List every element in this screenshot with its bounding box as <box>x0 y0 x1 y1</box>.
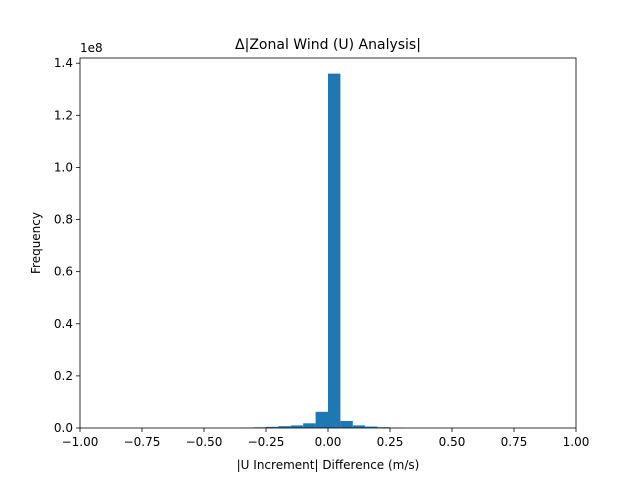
histogram-bar-3 <box>278 426 291 428</box>
x-tick-label: 0.75 <box>501 435 528 449</box>
histogram-bar-9 <box>352 425 366 428</box>
histogram-bar-5 <box>303 423 316 428</box>
x-tick-label: −0.25 <box>248 435 285 449</box>
plot-frame <box>79 57 577 429</box>
y-tick-label: 0.6 <box>54 265 73 279</box>
y-tick-label: 0.4 <box>54 317 73 331</box>
y-tick-label: 1.4 <box>54 56 73 70</box>
x-tick-label: 0.00 <box>315 435 342 449</box>
y-tick-label: 0.8 <box>54 213 73 227</box>
histogram-bar-7 <box>328 73 341 429</box>
histogram-bar-2 <box>266 426 279 428</box>
x-tick-label: −0.75 <box>124 435 161 449</box>
y-tick-label: 1.2 <box>54 108 73 122</box>
x-tick-label: 0.25 <box>377 435 404 449</box>
y-axis-ticks: 0.0 0.2 0.4 0.6 0.8 1.0 1.2 1.4 <box>54 56 80 435</box>
y-offset-label: 1e8 <box>80 41 103 55</box>
y-tick-label: 0.0 <box>54 421 73 435</box>
x-tick-label: −0.50 <box>186 435 223 449</box>
y-tick-label: 0.2 <box>54 369 73 383</box>
y-axis-label: Frequency <box>29 212 43 274</box>
bars-group <box>241 73 403 429</box>
x-tick-label: 0.50 <box>439 435 466 449</box>
y-tick-label: 1.0 <box>54 160 73 174</box>
histogram-bar-4 <box>290 425 304 428</box>
histogram-bar-10 <box>365 426 378 428</box>
x-tick-label: −1.00 <box>62 435 99 449</box>
chart-title: Δ|Zonal Wind (U) Analysis| <box>235 37 421 53</box>
histogram-bar-8 <box>340 420 353 428</box>
histogram-bar-6 <box>315 411 328 428</box>
x-axis-ticks: −1.00 −0.75 −0.50 −0.25 0.00 0.25 0.50 0.75 1.00 <box>62 428 590 449</box>
x-tick-label: 1.00 <box>563 435 590 449</box>
x-axis-label: |U Increment| Difference (m/s) <box>237 458 420 472</box>
